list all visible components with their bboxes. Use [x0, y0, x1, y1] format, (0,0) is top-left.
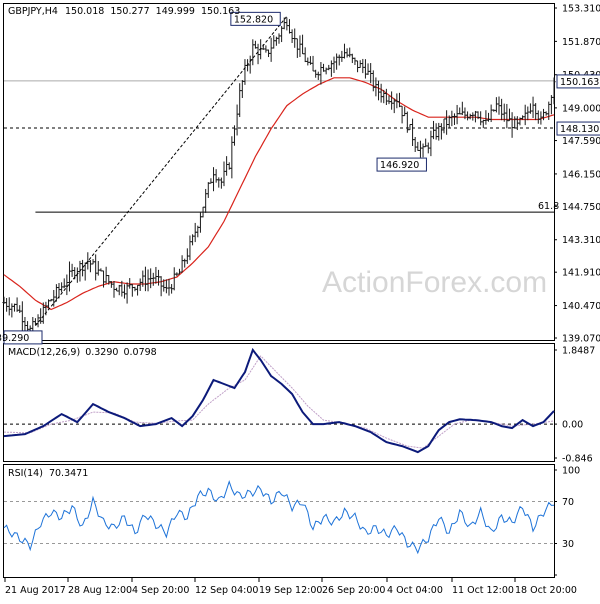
x-tick-label: 21 Aug 2017 [5, 585, 66, 596]
high-label-box [230, 11, 281, 26]
rsi-label: RSI(14) 70.3471 [8, 468, 88, 479]
price-y-tick-label: 151.870 [562, 37, 600, 48]
x-tick-label: 28 Aug 12:00 [68, 585, 132, 596]
macd-y-axis: 1.8487 0.00 -0.846 [554, 346, 595, 465]
trendline [35, 16, 288, 327]
start-low-label-group: 139.290 [0, 330, 43, 345]
rsi-line [3, 480, 555, 555]
price-panel[interactable] [3, 3, 555, 341]
macd-line [3, 347, 555, 454]
price-y-tick-label: 147.590 [562, 136, 600, 147]
current-price-tag: 150.163 [560, 77, 599, 88]
price-annotations: 152.820 146.920 139.290 150.163 148.130 [0, 11, 600, 345]
start-low-box [3, 330, 43, 345]
macd-label: MACD(12,26,9) 0.3290 0.0798 [8, 347, 157, 358]
x-tick-label: 4 Oct 04:00 [387, 585, 443, 596]
price-bars [2, 17, 556, 336]
rsi-y-tick-label: 30 [562, 539, 574, 550]
low-label-box [376, 157, 427, 172]
price-y-axis: 153.310151.870150.430149.000147.590146.1… [554, 4, 600, 345]
current-price-tag-box [556, 74, 600, 89]
x-tick-label: 12 Sep 04:00 [195, 585, 258, 596]
price-y-tick-label: 149.000 [562, 103, 600, 114]
trendline-dashed [35, 16, 288, 327]
x-tick-label: 26 Sep 20:00 [322, 585, 385, 596]
price-symbol-label: GBPJPY,H4 150.018 150.277 149.999 150.16… [8, 6, 240, 17]
rsi-series [3, 480, 555, 555]
start-low-label: 139.290 [0, 333, 29, 344]
price-y-tick-label: 146.150 [562, 169, 600, 180]
price-y-tick-label: 143.310 [562, 235, 600, 246]
macd-y-tick-label: -0.846 [562, 454, 593, 465]
price-y-tick-label: 141.910 [562, 268, 600, 279]
macd-panel[interactable] [3, 343, 555, 462]
support-tag: 148.130 [560, 124, 599, 135]
x-tick-label: 18 Oct 20:00 [515, 585, 577, 596]
ohlc-bar [552, 77, 556, 105]
x-tick-label: 19 Sep 12:00 [259, 585, 322, 596]
rsi-y-axis: 100 70 30 [554, 466, 580, 576]
x-tick-label: 11 Oct 12:00 [452, 585, 514, 596]
price-reference-lines: 61.8 [4, 80, 559, 213]
low-label: 146.920 [380, 160, 419, 171]
rsi-y-tick-label: 100 [562, 466, 580, 477]
price-moving-average [3, 77, 555, 311]
x-axis: 21 Aug 2017 28 Aug 12:00 4 Sep 20:00 12 Sep… [4, 578, 577, 596]
high-label: 152.820 [234, 14, 273, 25]
macd-lines [3, 347, 555, 454]
macd-y-tick-label: 1.8487 [562, 346, 595, 357]
fib-label: 61.8 [538, 201, 559, 212]
watermark: ActionForex.com [322, 266, 547, 299]
ma-line [3, 77, 555, 311]
price-y-tick-label: 144.750 [562, 202, 600, 213]
support-tag-box [556, 121, 600, 136]
macd-signal-line [3, 355, 555, 449]
rsi-panel[interactable] [3, 464, 555, 578]
price-y-tick-label: 140.470 [562, 301, 600, 312]
price-y-tick-label: 153.310 [562, 4, 600, 15]
price-y-tick-label: 139.070 [562, 334, 600, 345]
x-tick-label: 4 Sep 20:00 [132, 585, 189, 596]
macd-y-tick-label: 0.00 [562, 420, 583, 431]
rsi-level-lines [4, 501, 554, 544]
rsi-y-tick-label: 70 [562, 497, 574, 508]
